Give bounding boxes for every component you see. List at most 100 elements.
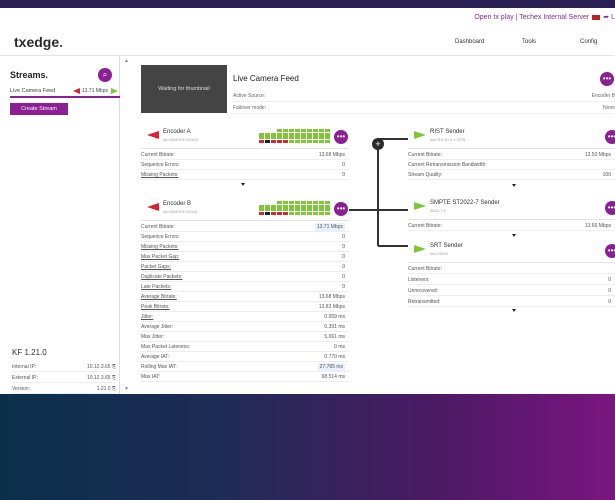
table-row: Max Jitter: 5.061 ms xyxy=(141,333,349,342)
table-row: Missing Packets: 0 xyxy=(141,171,349,180)
internal-ip-label: Internal IP: xyxy=(12,364,37,370)
row-label: Average Jitter: xyxy=(141,324,174,330)
row-label: Current Bitrate: xyxy=(408,223,442,229)
meter-cell xyxy=(307,211,312,215)
meter-cell xyxy=(265,208,270,211)
create-stream-button[interactable]: Create Stream xyxy=(10,103,68,115)
row-label: Average IAT: xyxy=(141,354,170,360)
row-value: 0 xyxy=(608,288,611,294)
nav-tools[interactable]: Tools xyxy=(522,39,537,45)
logout-icon[interactable]: ➦ xyxy=(603,14,610,21)
meter-cell xyxy=(289,208,294,211)
row-label: Late Packets: xyxy=(141,284,172,290)
smpte-header[interactable]: SMPTE ST2022-7 Sender 2022-7:// ••• xyxy=(408,196,615,220)
stream-list-item[interactable]: Live Camera Feed 13.71 Mbps xyxy=(10,86,120,98)
table-row: Late Packets: 0 xyxy=(141,283,349,292)
expand-chevron-icon[interactable] xyxy=(241,183,245,186)
table-row: Current Bitrate: 13.66 Mbps xyxy=(408,222,615,231)
top-band xyxy=(0,0,615,8)
active-source-label: Active Source: xyxy=(233,93,266,99)
nav-dashboard[interactable]: Dashboard xyxy=(455,39,485,45)
connector-line xyxy=(378,245,408,247)
nav-config[interactable]: Config xyxy=(580,39,598,45)
level-meter-icon xyxy=(259,201,330,215)
row-value: 0 xyxy=(342,162,345,168)
row-label: Unrecovered: xyxy=(408,288,439,294)
more-icon[interactable]: ••• xyxy=(334,202,348,216)
meter-cell xyxy=(259,204,264,208)
add-output-icon[interactable]: + xyxy=(372,138,384,150)
meter-cell xyxy=(265,139,270,143)
row-label: Rolling Max IAT: xyxy=(141,364,177,370)
expand-chevron-icon[interactable] xyxy=(512,234,516,237)
meter-cell xyxy=(295,204,300,208)
more-icon[interactable]: ••• xyxy=(600,72,614,86)
more-icon[interactable]: ••• xyxy=(605,244,615,258)
meter-cell xyxy=(271,132,276,136)
flag-icon[interactable] xyxy=(592,14,601,20)
table-row: Duplicate Packets: 0 xyxy=(141,273,349,282)
row-label: Max Packet Lateness: xyxy=(141,344,191,350)
sidebar: Streams. ⌕ Live Camera Feed 13.71 Mbps C… xyxy=(0,56,120,394)
meter-cell xyxy=(289,201,294,204)
meter-cell xyxy=(301,208,306,211)
meter-cell xyxy=(259,132,264,136)
internal-ip-row: Internal IP: 10.12.3.65 ⎘ xyxy=(12,362,116,372)
meter-cell xyxy=(307,139,312,143)
smpte-name: SMPTE ST2022-7 Sender xyxy=(430,200,500,206)
meter-cell xyxy=(325,129,330,132)
logo[interactable]: txedge. xyxy=(14,34,63,50)
more-icon[interactable]: ••• xyxy=(605,201,615,215)
more-icon[interactable]: ••• xyxy=(605,130,615,144)
rist-header[interactable]: RIST Sender rist://10.10.0.1:1976 ••• xyxy=(408,125,615,149)
meter-cell xyxy=(313,208,318,211)
row-label: Duplicate Packets: xyxy=(141,274,183,280)
more-icon[interactable]: ••• xyxy=(334,130,348,144)
row-value: 0 xyxy=(608,299,611,305)
encoder-a-address: rtp://239.9.9.9:4100 xyxy=(163,137,198,142)
row-value: 13.83 Mbps xyxy=(318,304,345,310)
row-label: Packet Gaps: xyxy=(141,264,172,270)
feed-title: Live Camera Feed xyxy=(233,74,299,83)
logo-dot: . xyxy=(59,34,64,50)
server-line[interactable]: Open tx play | Techex Internal Server ➦ L xyxy=(474,13,615,21)
row-label: Current Bitrate: xyxy=(408,266,442,272)
meter-cell xyxy=(313,129,318,132)
row-value: 0.770 ms xyxy=(324,354,345,360)
rist-address: rist://10.10.0.1:1976 xyxy=(430,137,466,142)
table-row: Current Bitrate: 13.71 Mbps xyxy=(141,223,349,232)
search-icon[interactable]: ⌕ xyxy=(98,68,112,82)
topline-tail[interactable]: L xyxy=(611,14,615,21)
meter-cell xyxy=(265,136,270,139)
meter-cell xyxy=(265,132,270,136)
table-row: Sequence Errors: 0 xyxy=(141,233,349,242)
meter-cell xyxy=(313,211,318,215)
scroll-up-icon[interactable]: ▲ xyxy=(124,58,129,64)
encoder-a-header[interactable]: Encoder A rtp://239.9.9.9:4100 ••• xyxy=(141,125,349,149)
row-value: 13.66 Mbps xyxy=(584,223,611,229)
row-label: Average Bitrate: xyxy=(141,294,177,300)
meter-cell xyxy=(289,132,294,136)
meter-cell xyxy=(265,204,270,208)
meter-cell xyxy=(289,139,294,143)
meter-cell xyxy=(319,139,324,143)
expand-chevron-icon[interactable] xyxy=(512,184,516,187)
meter-cell xyxy=(283,132,288,136)
expand-chevron-icon[interactable] xyxy=(512,309,516,312)
copy-icon[interactable]: ⎘ xyxy=(111,386,116,392)
meter-cell xyxy=(295,139,300,143)
encoder-b-panel: Encoder B rtp://239.9.9.9:4110 ••• Curre… xyxy=(141,197,349,394)
scroll-down-icon[interactable]: ▼ xyxy=(124,386,129,392)
encoder-b-header[interactable]: Encoder B rtp://239.9.9.9:4110 ••• xyxy=(141,197,349,221)
row-value: 0 xyxy=(342,274,345,280)
copy-icon[interactable]: ⎘ xyxy=(111,375,116,381)
srt-header[interactable]: SRT Sender srt://:9000 ••• xyxy=(408,239,615,263)
sender-flag-icon xyxy=(414,245,426,253)
row-value: 13.50 Mbps xyxy=(584,152,611,158)
copy-icon[interactable]: ⎘ xyxy=(111,364,116,370)
server-label[interactable]: Open tx play | Techex Internal Server xyxy=(474,14,590,21)
row-label: Missing Packets: xyxy=(141,172,179,178)
internal-ip-value: 10.12.3.65 xyxy=(86,364,111,370)
connector-line xyxy=(377,144,379,246)
meter-cell xyxy=(325,132,330,136)
